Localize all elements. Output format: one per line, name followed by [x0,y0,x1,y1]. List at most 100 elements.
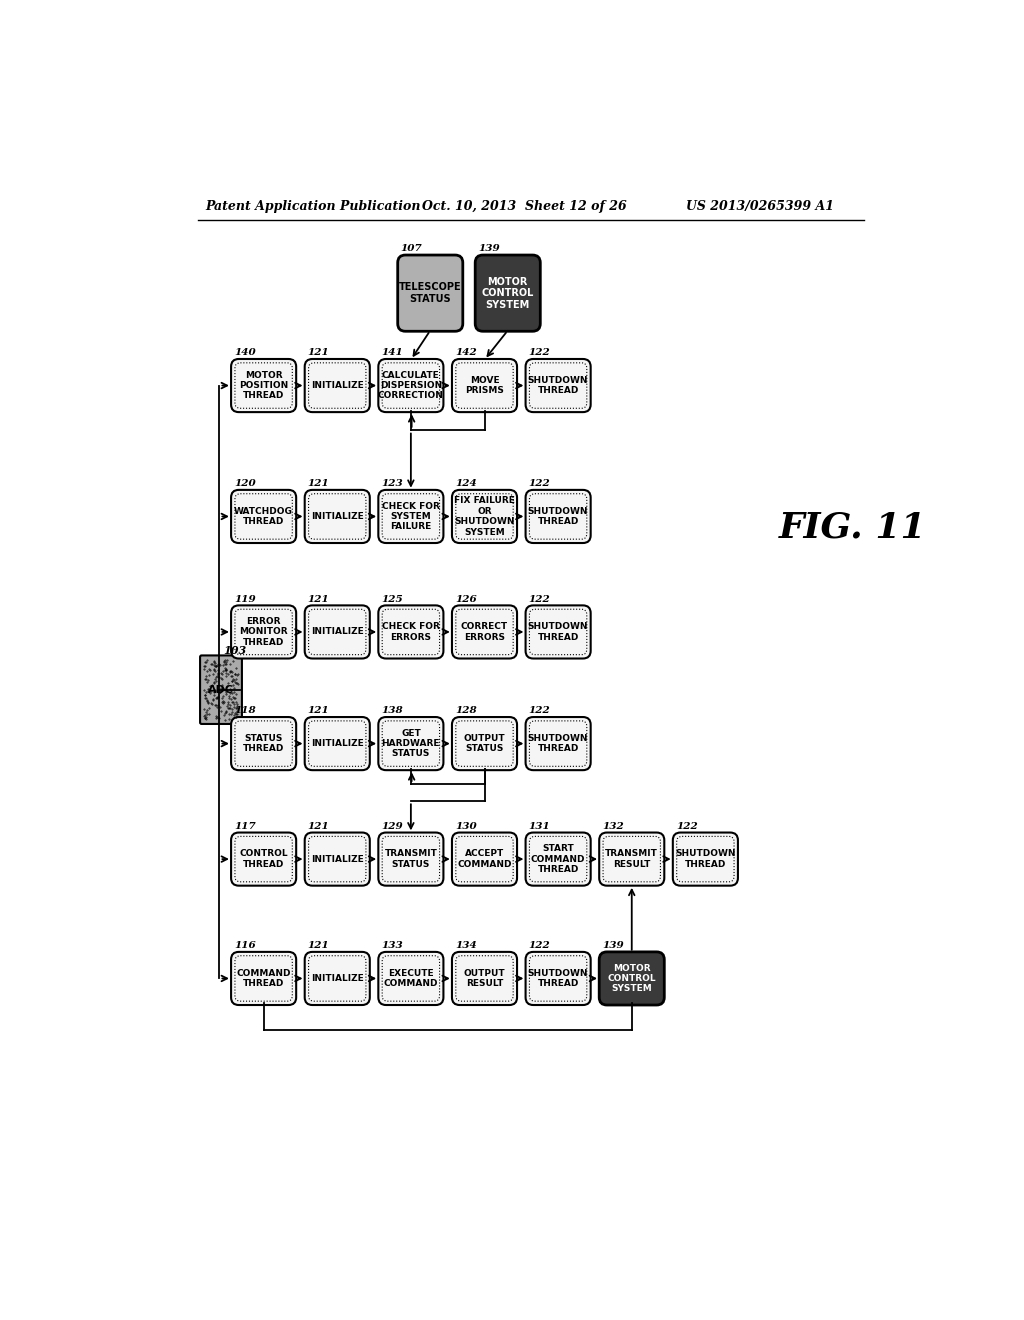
Text: 132: 132 [602,822,624,832]
Text: 139: 139 [602,941,624,950]
FancyBboxPatch shape [599,833,665,886]
Text: ERROR
MONITOR
THREAD: ERROR MONITOR THREAD [240,616,288,647]
Text: 140: 140 [234,348,256,358]
Text: MOTOR
CONTROL
SYSTEM: MOTOR CONTROL SYSTEM [607,964,656,994]
Text: SHUTDOWN
THREAD: SHUTDOWN THREAD [528,507,589,527]
Text: MOVE
PRISMS: MOVE PRISMS [465,376,504,395]
Text: 121: 121 [308,595,330,603]
FancyBboxPatch shape [305,359,370,412]
Text: US 2013/0265399 A1: US 2013/0265399 A1 [686,201,834,214]
FancyBboxPatch shape [397,255,463,331]
Text: 122: 122 [528,595,551,603]
Text: 118: 118 [234,706,256,715]
Text: 123: 123 [381,479,403,488]
FancyBboxPatch shape [231,717,296,770]
FancyBboxPatch shape [452,833,517,886]
Text: 122: 122 [528,941,551,950]
FancyBboxPatch shape [599,952,665,1005]
FancyBboxPatch shape [305,717,370,770]
Text: TRANSMIT
STATUS: TRANSMIT STATUS [384,849,437,869]
Text: FIX FAILURE
OR
SHUTDOWN
SYSTEM: FIX FAILURE OR SHUTDOWN SYSTEM [454,496,515,536]
FancyBboxPatch shape [378,833,443,886]
Text: 120: 120 [234,479,256,488]
Text: 119: 119 [234,595,256,603]
Text: 117: 117 [234,822,256,832]
Text: 141: 141 [381,348,403,358]
FancyBboxPatch shape [231,490,296,543]
Text: 139: 139 [478,244,500,253]
FancyBboxPatch shape [452,952,517,1005]
Text: INITIALIZE: INITIALIZE [311,381,364,389]
FancyBboxPatch shape [452,606,517,659]
Text: CHECK FOR
SYSTEM
FAILURE: CHECK FOR SYSTEM FAILURE [382,502,440,532]
FancyBboxPatch shape [378,717,443,770]
Text: 122: 122 [528,479,551,488]
Text: 125: 125 [381,595,403,603]
Text: OUTPUT
RESULT: OUTPUT RESULT [464,969,505,989]
FancyBboxPatch shape [378,606,443,659]
Text: Patent Application Publication: Patent Application Publication [206,201,421,214]
Text: 129: 129 [381,822,403,832]
FancyBboxPatch shape [305,952,370,1005]
Text: 116: 116 [234,941,256,950]
FancyBboxPatch shape [231,606,296,659]
Text: SHUTDOWN
THREAD: SHUTDOWN THREAD [675,849,735,869]
Text: 122: 122 [676,822,697,832]
Text: 128: 128 [455,706,477,715]
Text: START
COMMAND
THREAD: START COMMAND THREAD [530,845,586,874]
FancyBboxPatch shape [452,717,517,770]
Text: INITIALIZE: INITIALIZE [311,627,364,636]
FancyBboxPatch shape [305,490,370,543]
Text: 124: 124 [455,479,477,488]
FancyBboxPatch shape [305,833,370,886]
FancyBboxPatch shape [452,359,517,412]
Text: 142: 142 [455,348,477,358]
Text: SHUTDOWN
THREAD: SHUTDOWN THREAD [528,734,589,754]
Text: 121: 121 [308,941,330,950]
Text: MOTOR
POSITION
THREAD: MOTOR POSITION THREAD [239,371,288,400]
Text: ADC: ADC [208,685,234,694]
Text: CHECK FOR
ERRORS: CHECK FOR ERRORS [382,622,440,642]
Text: 107: 107 [400,244,423,253]
FancyBboxPatch shape [475,255,541,331]
Text: 134: 134 [455,941,477,950]
Text: TELESCOPE
STATUS: TELESCOPE STATUS [399,282,462,304]
Text: 121: 121 [308,479,330,488]
Text: INITIALIZE: INITIALIZE [311,512,364,521]
FancyBboxPatch shape [525,359,591,412]
Text: WATCHDOG
THREAD: WATCHDOG THREAD [234,507,293,527]
Text: SHUTDOWN
THREAD: SHUTDOWN THREAD [528,376,589,395]
Text: 121: 121 [308,822,330,832]
Text: INITIALIZE: INITIALIZE [311,854,364,863]
FancyBboxPatch shape [378,490,443,543]
FancyBboxPatch shape [525,606,591,659]
FancyBboxPatch shape [452,490,517,543]
Text: MOTOR
CONTROL
SYSTEM: MOTOR CONTROL SYSTEM [481,277,534,310]
Text: EXECUTE
COMMAND: EXECUTE COMMAND [384,969,438,989]
Text: SHUTDOWN
THREAD: SHUTDOWN THREAD [528,969,589,989]
FancyBboxPatch shape [231,952,296,1005]
Text: CALCULATE
DISPERSION
CORRECTION: CALCULATE DISPERSION CORRECTION [378,371,443,400]
Text: CONTROL
THREAD: CONTROL THREAD [240,849,288,869]
FancyBboxPatch shape [378,952,443,1005]
Text: COMMAND
THREAD: COMMAND THREAD [237,969,291,989]
FancyBboxPatch shape [525,833,591,886]
Text: 122: 122 [528,706,551,715]
FancyBboxPatch shape [525,952,591,1005]
Text: SHUTDOWN
THREAD: SHUTDOWN THREAD [528,622,589,642]
Text: INITIALIZE: INITIALIZE [311,974,364,983]
Text: 121: 121 [308,348,330,358]
Text: 122: 122 [528,348,551,358]
FancyBboxPatch shape [231,359,296,412]
Text: STATUS
THREAD: STATUS THREAD [243,734,285,754]
Text: 121: 121 [308,706,330,715]
Text: 131: 131 [528,822,551,832]
Text: Oct. 10, 2013  Sheet 12 of 26: Oct. 10, 2013 Sheet 12 of 26 [423,201,628,214]
Text: 130: 130 [455,822,477,832]
Text: 138: 138 [381,706,403,715]
FancyBboxPatch shape [525,490,591,543]
Text: OUTPUT
STATUS: OUTPUT STATUS [464,734,505,754]
FancyBboxPatch shape [525,717,591,770]
FancyBboxPatch shape [673,833,738,886]
FancyBboxPatch shape [305,606,370,659]
